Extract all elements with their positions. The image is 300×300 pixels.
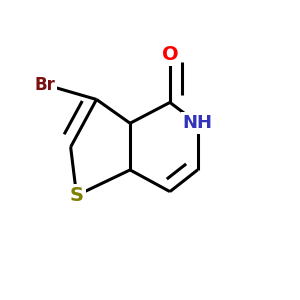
Text: Br: Br: [34, 76, 56, 94]
Text: NH: NH: [183, 114, 213, 132]
Text: O: O: [162, 45, 178, 64]
Text: S: S: [70, 186, 84, 205]
